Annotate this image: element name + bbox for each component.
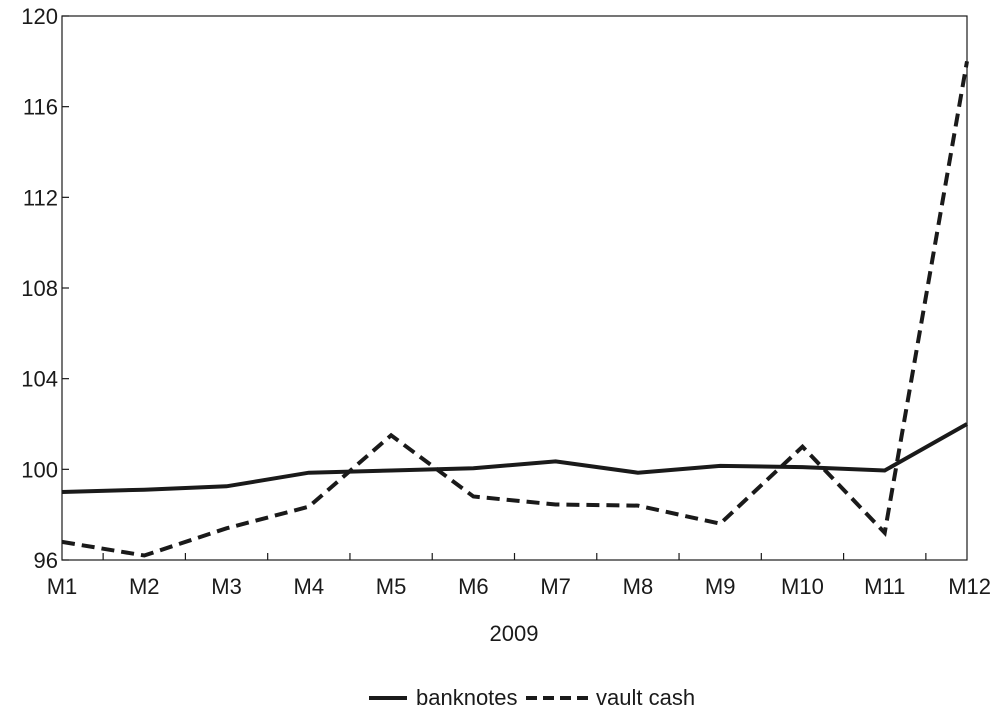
y-tick-label: 116 xyxy=(23,95,58,120)
legend-item-vault-cash: vault cash xyxy=(526,685,695,710)
x-tick-label: M8 xyxy=(623,574,654,599)
x-tick-label: M7 xyxy=(540,574,571,599)
x-tick-label: M10 xyxy=(781,574,824,599)
x-tick-label: M1 xyxy=(47,574,78,599)
x-tick-label: M3 xyxy=(211,574,242,599)
legend: banknotes vault cash xyxy=(369,685,695,710)
x-tick-label: M12 xyxy=(948,574,991,599)
series-vault-cash xyxy=(61,60,969,558)
x-tick-label: M11 xyxy=(864,574,905,599)
x-tick-label: M5 xyxy=(376,574,407,599)
y-tick-label: 96 xyxy=(34,548,58,573)
series-line-vault-cash xyxy=(61,60,969,558)
y-tick-label: 100 xyxy=(21,457,58,482)
y-tick-label: 112 xyxy=(23,185,58,210)
x-axis: M1 M2 M3 M4 M5 M6 M7 M8 M9 M10 M11 M12 xyxy=(47,553,991,599)
y-tick-label: 108 xyxy=(21,276,58,301)
x-tick-label: M2 xyxy=(129,574,160,599)
series-layer xyxy=(61,60,969,558)
legend-label: vault cash xyxy=(596,685,695,710)
series-banknotes xyxy=(61,422,968,494)
legend-label: banknotes xyxy=(416,685,518,710)
y-tick-label: 120 xyxy=(21,4,58,29)
series-line-banknotes xyxy=(61,422,968,494)
y-tick-label: 104 xyxy=(21,367,58,392)
legend-item-banknotes: banknotes xyxy=(369,685,518,710)
x-axis-title: 2009 xyxy=(490,621,539,646)
x-tick-label: M6 xyxy=(458,574,489,599)
x-tick-label: M4 xyxy=(294,574,325,599)
y-axis: 96 100 104 108 112 116 120 xyxy=(21,4,69,573)
x-tick-label: M9 xyxy=(705,574,736,599)
